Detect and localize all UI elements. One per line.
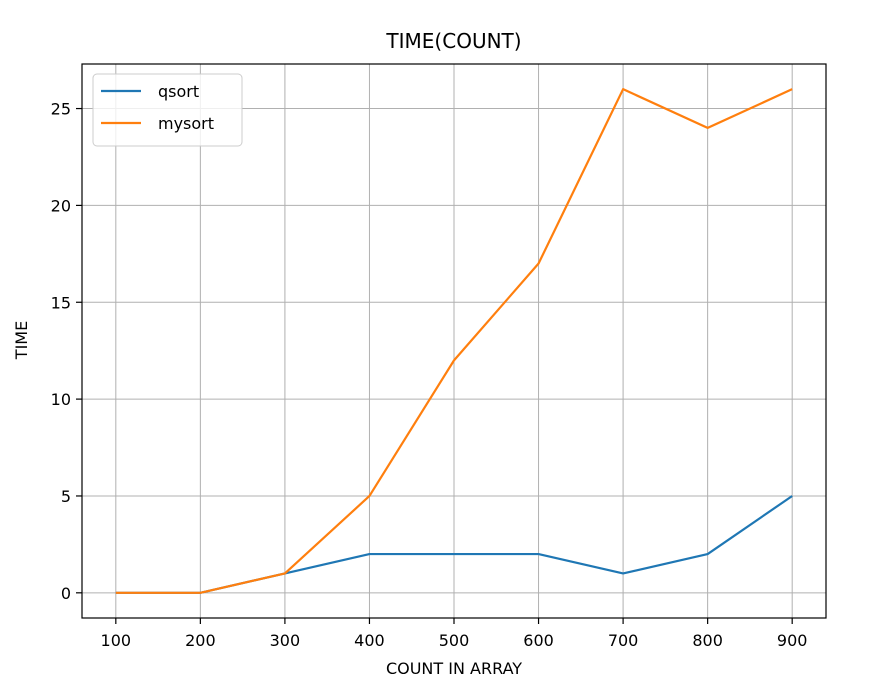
y-axis-title: TIME	[12, 321, 31, 360]
x-tick-label: 900	[777, 631, 808, 650]
x-tick-label: 300	[270, 631, 301, 650]
y-tick-label: 0	[61, 584, 71, 603]
legend-label-qsort: qsort	[158, 82, 199, 101]
x-tick-label: 600	[523, 631, 554, 650]
x-tick-label: 200	[185, 631, 216, 650]
x-tick-label: 500	[439, 631, 470, 650]
x-axis-ticks: 100 200 300 400 500 600 700 800 900	[101, 618, 808, 650]
series-line-mysort	[115, 88, 793, 594]
x-tick-label: 700	[608, 631, 639, 650]
y-tick-label: 10	[51, 390, 71, 409]
chart-title: TIME(COUNT)	[385, 29, 521, 53]
y-tick-label: 25	[51, 100, 71, 119]
x-tick-label: 800	[692, 631, 723, 650]
series-lines	[115, 88, 793, 594]
x-tick-label: 400	[354, 631, 385, 650]
y-tick-label: 5	[61, 487, 71, 506]
x-axis-title: COUNT IN ARRAY	[386, 659, 522, 678]
x-tick-label: 100	[101, 631, 132, 650]
grid	[82, 64, 826, 618]
y-tick-label: 15	[51, 293, 71, 312]
legend-label-mysort: mysort	[158, 114, 214, 133]
y-axis-ticks: 0 5 10 15 20 25	[51, 100, 82, 603]
y-tick-label: 20	[51, 196, 71, 215]
legend: qsort mysort	[92, 73, 243, 147]
